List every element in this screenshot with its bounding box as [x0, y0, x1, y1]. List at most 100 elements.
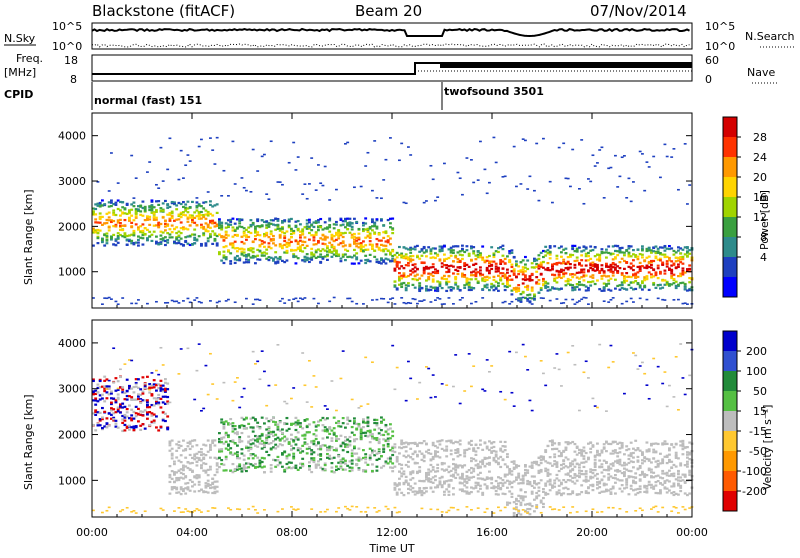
echo-cell	[398, 470, 401, 472]
echo-cell	[547, 262, 550, 264]
colorbar-swatch-1	[723, 137, 737, 158]
echo-cell	[103, 400, 106, 402]
echo-cell-sparse	[265, 193, 268, 195]
echo-cell-sparse	[308, 360, 311, 362]
echo-cell-sparse	[526, 369, 529, 371]
echo-cell	[556, 474, 559, 476]
echo-cell	[146, 401, 149, 403]
echo-cell-sparse	[542, 373, 545, 375]
echo-cell	[443, 275, 446, 277]
echo-cell	[344, 259, 347, 261]
echo-cell	[277, 423, 280, 425]
echo-cell	[279, 256, 282, 258]
echo-cell-sparse	[243, 388, 246, 390]
echo-cell	[349, 440, 352, 442]
echo-cell	[443, 491, 446, 493]
echo-cell	[223, 239, 226, 241]
echo-cell	[382, 465, 385, 467]
echo-cell	[565, 248, 568, 250]
echo-cell	[117, 380, 120, 382]
echo-cell	[675, 281, 678, 283]
echo-cell	[470, 278, 473, 280]
echo-cell	[499, 488, 502, 490]
echo-cell-near	[207, 510, 210, 512]
echo-cell-near	[562, 506, 565, 508]
echo-cell-sparse	[477, 179, 480, 181]
echo-cell	[351, 469, 354, 471]
echo-cell	[475, 454, 478, 456]
echo-cell	[560, 483, 563, 485]
echo-cell	[254, 262, 257, 264]
echo-cell	[619, 249, 622, 251]
echo-cell	[398, 272, 401, 274]
echo-cell	[551, 439, 554, 441]
echo-cell-near	[558, 509, 561, 511]
echo-cell	[677, 250, 680, 252]
echo-cell	[202, 232, 205, 234]
echo-cell-near	[517, 510, 520, 512]
echo-cell-sparse	[594, 165, 597, 167]
echo-cell	[256, 446, 259, 448]
echo-cell	[574, 482, 577, 484]
echo-cell	[153, 206, 156, 208]
echo-cell	[166, 388, 169, 390]
echo-cell	[414, 263, 417, 265]
echo-cell	[472, 252, 475, 254]
echo-cell	[481, 449, 484, 451]
echo-cell	[265, 451, 268, 453]
echo-cell	[209, 448, 212, 450]
echo-cell	[263, 466, 266, 468]
echo-cell-sparse	[571, 345, 574, 347]
echo-cell-sparse	[202, 408, 205, 410]
echo-cell	[400, 475, 403, 477]
echo-cell	[441, 476, 444, 478]
echo-cell-sparse	[200, 410, 203, 412]
echo-cell	[279, 421, 282, 423]
echo-cell	[328, 226, 331, 228]
echo-cell	[94, 208, 97, 210]
echo-cell	[187, 211, 190, 213]
echo-cell	[144, 210, 147, 212]
echo-cell	[142, 237, 145, 239]
echo-cell	[578, 281, 581, 283]
echo-cell	[117, 393, 120, 395]
echo-cell	[362, 224, 365, 226]
echo-cell	[169, 442, 172, 444]
echo-cell	[553, 245, 556, 247]
echo-cell	[225, 458, 228, 460]
echo-cell	[405, 446, 408, 448]
echo-cell	[243, 242, 246, 244]
echo-cell-near	[214, 507, 217, 509]
echo-cell	[130, 396, 133, 398]
echo-cell	[452, 272, 455, 274]
echo-cell-sparse	[376, 197, 379, 199]
echo-cell	[169, 206, 172, 208]
echo-cell	[432, 482, 435, 484]
echo-cell	[142, 223, 145, 225]
echo-cell-sparse	[423, 202, 426, 204]
echo-cell	[218, 432, 221, 434]
echo-cell	[198, 484, 201, 486]
echo-cell-sparse	[418, 382, 421, 384]
echo-cell	[216, 486, 219, 488]
echo-cell	[310, 449, 313, 451]
echo-cell	[452, 249, 455, 251]
echo-cell	[211, 230, 214, 232]
echo-cell	[342, 224, 345, 226]
echo-cell	[450, 470, 453, 472]
echo-cell	[299, 448, 302, 450]
echo-cell	[371, 470, 374, 472]
echo-cell-near	[481, 297, 484, 299]
echo-cell	[103, 244, 106, 246]
echo-cell	[423, 272, 426, 274]
echo-cell	[409, 273, 412, 275]
echo-cell	[551, 268, 554, 270]
echo-cell	[277, 224, 280, 226]
echo-cell	[481, 274, 484, 276]
echo-cell-near	[466, 506, 469, 508]
echo-cell	[328, 449, 331, 451]
echo-cell	[578, 288, 581, 290]
echo-cell	[270, 233, 273, 235]
echo-cell-sparse	[326, 408, 329, 410]
echo-cell-sparse	[486, 359, 489, 361]
